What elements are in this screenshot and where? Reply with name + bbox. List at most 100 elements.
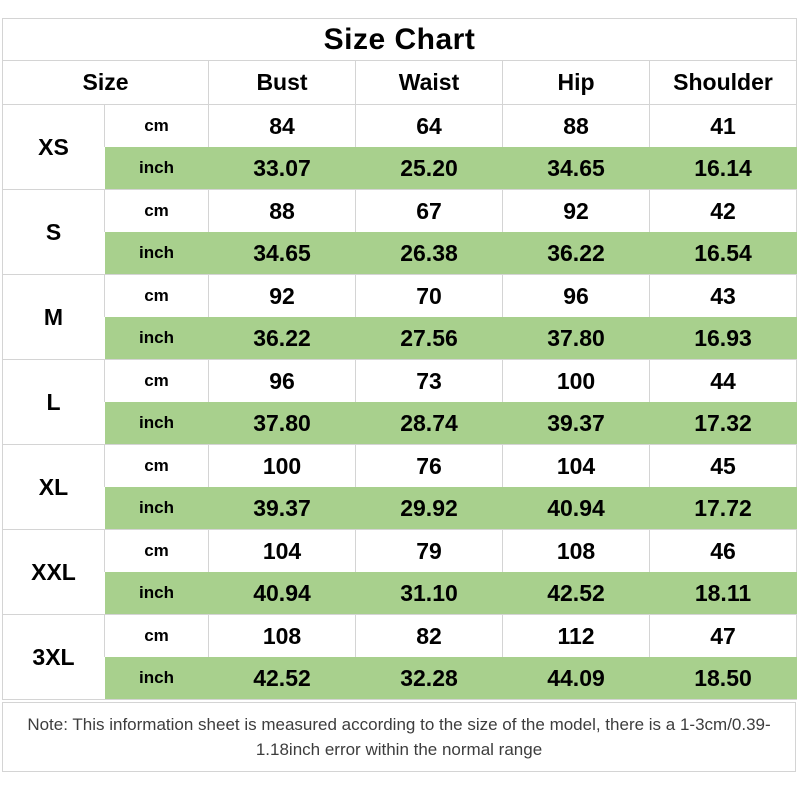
unit-label-inch: inch bbox=[104, 232, 209, 275]
size-row-inch: inch 33.07 25.20 34.65 16.14 bbox=[3, 147, 797, 190]
measurement-value-cm: 70 bbox=[355, 274, 503, 317]
size-chart-table: Size Chart Size Bust Waist Hip Shoulder … bbox=[2, 18, 797, 700]
measurement-value-inch: 33.07 bbox=[208, 147, 356, 190]
size-row-cm: XL cm 100 76 104 45 bbox=[2, 444, 797, 530]
size-row-inch: inch 34.65 26.38 36.22 16.54 bbox=[3, 232, 797, 275]
size-label: 3XL bbox=[2, 614, 105, 700]
size-row-cm: XXL cm 104 79 108 46 bbox=[2, 529, 797, 615]
column-header-waist: Waist bbox=[355, 60, 503, 105]
measurement-value-cm: 112 bbox=[502, 614, 650, 657]
measurement-value-inch: 40.94 bbox=[502, 487, 650, 530]
measurement-value-cm: 79 bbox=[355, 529, 503, 572]
title-row: Size Chart bbox=[2, 18, 797, 61]
measurement-value-inch: 17.72 bbox=[649, 487, 797, 530]
measurement-value-inch: 17.32 bbox=[649, 402, 797, 445]
measurement-value-inch: 36.22 bbox=[208, 317, 356, 360]
measurement-value-cm: 88 bbox=[208, 189, 356, 232]
unit-label-cm: cm bbox=[104, 104, 209, 147]
size-row-cm: XS cm 84 64 88 41 bbox=[2, 104, 797, 190]
measurement-value-cm: 64 bbox=[355, 104, 503, 147]
measurement-value-cm: 96 bbox=[208, 359, 356, 402]
measurement-value-cm: 100 bbox=[208, 444, 356, 487]
unit-label-inch: inch bbox=[104, 317, 209, 360]
note-box: Note: This information sheet is measured… bbox=[2, 702, 796, 772]
size-label: M bbox=[2, 274, 105, 360]
measurement-value-inch: 29.92 bbox=[355, 487, 503, 530]
measurement-value-cm: 73 bbox=[355, 359, 503, 402]
size-row-inch: inch 37.80 28.74 39.37 17.32 bbox=[3, 402, 797, 445]
size-label: L bbox=[2, 359, 105, 445]
measurement-value-cm: 96 bbox=[502, 274, 650, 317]
size-chart-page: Size Chart Size Bust Waist Hip Shoulder … bbox=[2, 0, 798, 772]
measurement-value-inch: 18.11 bbox=[649, 572, 797, 615]
chart-title: Size Chart bbox=[2, 18, 797, 61]
size-row-inch: inch 36.22 27.56 37.80 16.93 bbox=[3, 317, 797, 360]
measurement-value-cm: 41 bbox=[649, 104, 797, 147]
measurement-value-inch: 16.14 bbox=[649, 147, 797, 190]
unit-label-inch: inch bbox=[104, 487, 209, 530]
measurement-value-inch: 34.65 bbox=[208, 232, 356, 275]
measurement-value-inch: 37.80 bbox=[502, 317, 650, 360]
unit-label-inch: inch bbox=[104, 657, 209, 700]
measurement-value-cm: 44 bbox=[649, 359, 797, 402]
measurement-value-inch: 27.56 bbox=[355, 317, 503, 360]
measurement-value-cm: 84 bbox=[208, 104, 356, 147]
unit-label-cm: cm bbox=[104, 529, 209, 572]
unit-label-inch: inch bbox=[104, 147, 209, 190]
measurement-value-cm: 76 bbox=[355, 444, 503, 487]
column-header-size: Size bbox=[2, 60, 209, 105]
column-header-bust: Bust bbox=[208, 60, 356, 105]
unit-label-cm: cm bbox=[104, 444, 209, 487]
size-label: XS bbox=[2, 104, 105, 190]
measurement-value-inch: 42.52 bbox=[502, 572, 650, 615]
measurement-value-inch: 36.22 bbox=[502, 232, 650, 275]
size-row-inch: inch 39.37 29.92 40.94 17.72 bbox=[3, 487, 797, 530]
measurement-value-cm: 104 bbox=[208, 529, 356, 572]
header-row: Size Bust Waist Hip Shoulder bbox=[2, 60, 797, 105]
measurement-value-cm: 88 bbox=[502, 104, 650, 147]
measurement-value-inch: 18.50 bbox=[649, 657, 797, 700]
size-row-inch: inch 40.94 31.10 42.52 18.11 bbox=[3, 572, 797, 615]
column-header-hip: Hip bbox=[502, 60, 650, 105]
measurement-value-cm: 108 bbox=[208, 614, 356, 657]
size-row-inch: inch 42.52 32.28 44.09 18.50 bbox=[3, 657, 797, 700]
measurement-value-inch: 39.37 bbox=[208, 487, 356, 530]
measurement-value-inch: 37.80 bbox=[208, 402, 356, 445]
measurement-value-inch: 28.74 bbox=[355, 402, 503, 445]
measurement-value-cm: 108 bbox=[502, 529, 650, 572]
measurement-value-inch: 34.65 bbox=[502, 147, 650, 190]
unit-label-inch: inch bbox=[104, 402, 209, 445]
measurement-value-inch: 44.09 bbox=[502, 657, 650, 700]
unit-label-cm: cm bbox=[104, 274, 209, 317]
measurement-value-inch: 25.20 bbox=[355, 147, 503, 190]
size-label: S bbox=[2, 189, 105, 275]
measurement-value-cm: 47 bbox=[649, 614, 797, 657]
measurement-value-inch: 39.37 bbox=[502, 402, 650, 445]
measurement-value-cm: 42 bbox=[649, 189, 797, 232]
note-text: Note: This information sheet is measured… bbox=[27, 714, 771, 760]
measurement-value-inch: 32.28 bbox=[355, 657, 503, 700]
measurement-value-inch: 42.52 bbox=[208, 657, 356, 700]
measurement-value-inch: 16.93 bbox=[649, 317, 797, 360]
unit-label-cm: cm bbox=[104, 614, 209, 657]
unit-label-cm: cm bbox=[104, 189, 209, 232]
measurement-value-cm: 67 bbox=[355, 189, 503, 232]
unit-label-inch: inch bbox=[104, 572, 209, 615]
measurement-value-inch: 26.38 bbox=[355, 232, 503, 275]
measurement-value-inch: 16.54 bbox=[649, 232, 797, 275]
measurement-value-cm: 100 bbox=[502, 359, 650, 402]
column-header-shoulder: Shoulder bbox=[649, 60, 797, 105]
unit-label-cm: cm bbox=[104, 359, 209, 402]
measurement-value-cm: 92 bbox=[502, 189, 650, 232]
measurement-value-cm: 92 bbox=[208, 274, 356, 317]
measurement-value-cm: 46 bbox=[649, 529, 797, 572]
measurement-value-inch: 31.10 bbox=[355, 572, 503, 615]
measurement-value-cm: 45 bbox=[649, 444, 797, 487]
measurement-value-inch: 40.94 bbox=[208, 572, 356, 615]
measurement-value-cm: 82 bbox=[355, 614, 503, 657]
size-label: XL bbox=[2, 444, 105, 530]
measurement-value-cm: 104 bbox=[502, 444, 650, 487]
